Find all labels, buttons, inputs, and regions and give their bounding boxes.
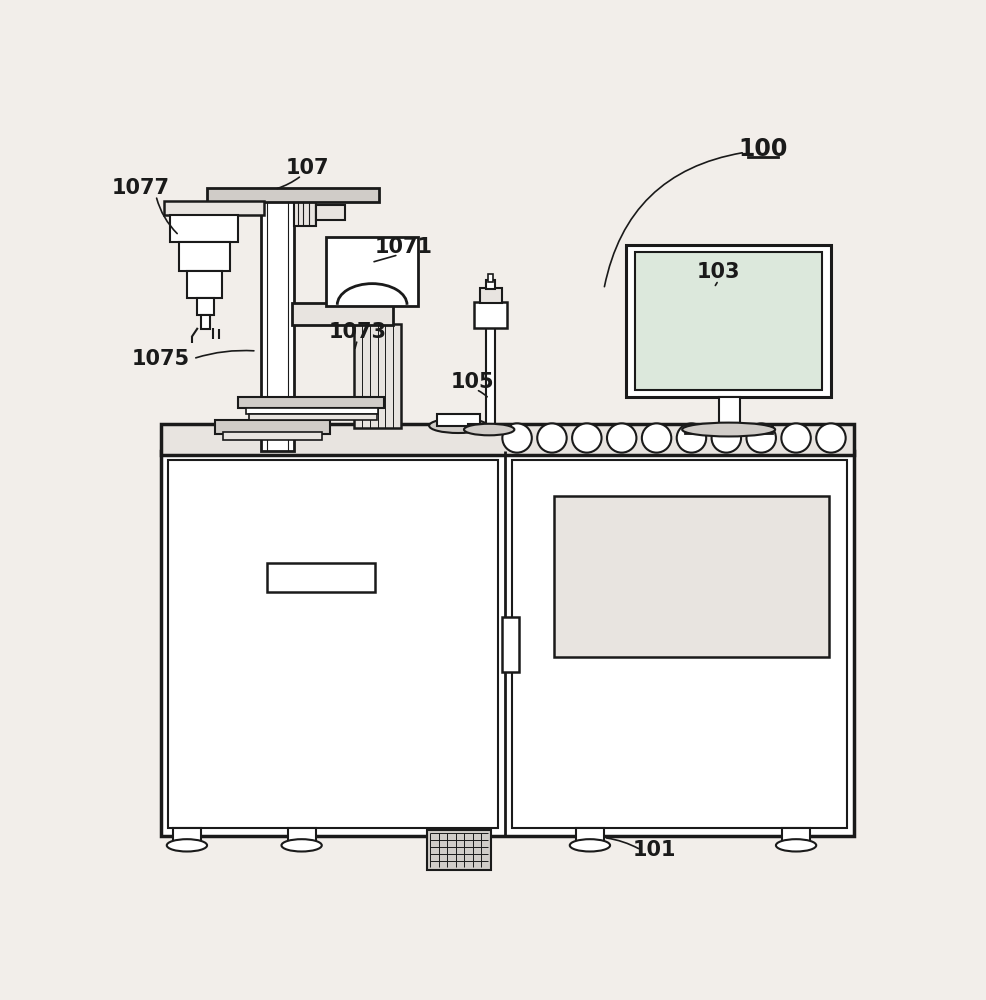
Text: 1077: 1077 — [111, 178, 170, 198]
Bar — [161, 451, 853, 836]
Text: 107: 107 — [286, 158, 329, 178]
Bar — [316, 205, 345, 220]
Ellipse shape — [569, 839, 609, 852]
Ellipse shape — [676, 423, 705, 453]
Ellipse shape — [572, 423, 600, 453]
Bar — [223, 432, 321, 440]
Ellipse shape — [711, 423, 740, 453]
Ellipse shape — [781, 423, 810, 453]
Bar — [294, 199, 316, 226]
Bar — [485, 280, 495, 289]
Text: 100: 100 — [738, 137, 787, 161]
Ellipse shape — [167, 839, 207, 852]
Bar — [173, 828, 201, 845]
Bar — [437, 414, 479, 426]
Bar — [246, 408, 378, 414]
Ellipse shape — [536, 423, 566, 453]
Bar — [634, 252, 821, 389]
Bar — [186, 271, 222, 298]
Bar — [207, 188, 379, 202]
Bar — [479, 288, 501, 303]
Ellipse shape — [502, 423, 531, 453]
Bar — [512, 460, 846, 828]
Bar — [326, 237, 417, 306]
Bar — [292, 303, 392, 325]
Ellipse shape — [681, 423, 774, 436]
Bar — [164, 201, 264, 215]
Bar — [576, 828, 603, 845]
Bar — [473, 302, 507, 328]
Text: 105: 105 — [450, 372, 493, 392]
Bar — [553, 496, 828, 657]
Bar — [266, 563, 375, 592]
Ellipse shape — [281, 839, 321, 852]
Bar — [197, 298, 214, 315]
Text: 1073: 1073 — [328, 322, 387, 342]
Text: 1071: 1071 — [375, 237, 433, 257]
Text: 103: 103 — [696, 262, 740, 282]
Bar — [248, 414, 377, 420]
Bar — [354, 324, 400, 428]
Bar — [161, 424, 853, 455]
Text: 1075: 1075 — [131, 349, 189, 369]
Bar — [501, 617, 518, 672]
Ellipse shape — [641, 423, 670, 453]
Bar — [427, 830, 490, 870]
Bar — [718, 397, 740, 426]
Text: 101: 101 — [632, 840, 675, 860]
Bar — [781, 828, 810, 845]
Bar — [625, 245, 830, 397]
Ellipse shape — [775, 839, 815, 852]
Bar — [179, 242, 230, 271]
Bar — [201, 315, 210, 329]
Bar — [261, 193, 294, 451]
Bar — [485, 326, 494, 426]
Ellipse shape — [463, 424, 514, 435]
Bar — [467, 424, 511, 432]
Bar — [684, 424, 771, 433]
Bar — [238, 397, 384, 408]
Bar — [488, 274, 493, 282]
Ellipse shape — [429, 418, 487, 433]
Ellipse shape — [745, 423, 775, 453]
Bar — [215, 420, 329, 434]
Ellipse shape — [815, 423, 845, 453]
Ellipse shape — [606, 423, 636, 453]
Bar — [287, 828, 316, 845]
Bar — [169, 460, 497, 828]
Bar — [170, 215, 238, 242]
